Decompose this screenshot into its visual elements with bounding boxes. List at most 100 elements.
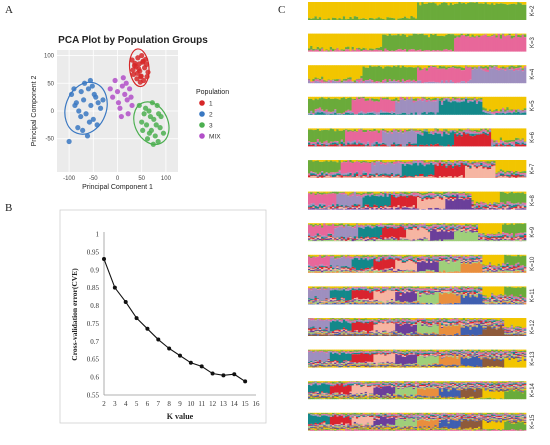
admixture-segment	[355, 33, 359, 49]
admixture-segment	[349, 258, 352, 268]
admixture-segment	[316, 18, 320, 20]
admixture-segment	[414, 50, 418, 52]
admixture-segment	[517, 202, 520, 204]
admixture-segment	[467, 197, 470, 199]
admixture-segment	[312, 113, 315, 115]
admixture-segment	[508, 4, 512, 20]
admixture-segment	[480, 66, 483, 68]
admixture-segment	[510, 65, 514, 68]
admixture-segment	[353, 140, 357, 143]
admixture-segment	[353, 100, 357, 115]
admixture-segment	[360, 239, 363, 242]
admixture-segment	[321, 270, 324, 273]
admixture-segment	[329, 49, 333, 52]
admixture-segment	[414, 100, 418, 102]
admixture-segment	[308, 113, 311, 115]
admixture-segment	[517, 140, 520, 143]
admixture-segment	[349, 207, 352, 210]
admixture-segment	[434, 132, 437, 145]
admixture-segment	[449, 160, 453, 162]
admixture-segment	[443, 227, 446, 230]
admixture-segment	[321, 236, 324, 239]
admixture-segment	[484, 205, 488, 207]
admixture-segment	[504, 142, 507, 144]
admixture-segment	[456, 162, 459, 164]
admixture-segment	[488, 240, 492, 242]
admixture-segment	[329, 193, 333, 206]
admixture-segment	[308, 206, 311, 208]
admixture-segment	[475, 229, 479, 231]
admixture-segment	[440, 104, 444, 115]
admixture-segment	[469, 223, 472, 224]
admixture-segment	[362, 270, 366, 273]
admixture-segment	[427, 131, 431, 134]
admixture-segment	[447, 99, 451, 102]
admixture-segment	[351, 238, 355, 242]
admixture-segment	[471, 162, 475, 164]
admixture-segment	[512, 35, 516, 38]
admixture-segment	[493, 205, 496, 207]
admixture-segment	[506, 140, 509, 143]
admixture-segment	[460, 232, 464, 242]
admixture-segment	[403, 229, 407, 238]
admixture-segment	[471, 228, 475, 230]
admixture-segment	[390, 160, 394, 162]
admixture-segment	[397, 102, 400, 115]
admixture-segment	[510, 203, 514, 205]
admixture-segment	[497, 176, 501, 177]
admixture-segment	[329, 191, 333, 193]
admixture-segment	[395, 130, 398, 132]
admixture-segment	[462, 230, 466, 242]
admixture-segment	[379, 195, 383, 206]
admixture-segment	[351, 143, 355, 145]
admixture-segment	[366, 269, 370, 270]
admixture-segment	[510, 206, 514, 208]
admixture-segment	[353, 240, 357, 241]
admixture-segment	[314, 237, 318, 240]
admixture-segment	[471, 160, 475, 162]
admixture-segment	[373, 111, 376, 114]
admixture-segment	[358, 19, 361, 20]
admixture-segment	[412, 98, 416, 101]
admixture-segment	[460, 197, 464, 199]
admixture-segment	[440, 68, 444, 81]
admixture-segment	[312, 207, 315, 210]
admixture-segment	[482, 66, 485, 69]
admixture-segment	[495, 33, 499, 36]
admixture-segment	[458, 223, 461, 225]
admixture-segment	[408, 49, 411, 52]
admixture-segment	[432, 145, 435, 147]
admixture-segment	[355, 194, 359, 197]
admixture-segment	[358, 225, 361, 226]
admixture-segment	[334, 141, 337, 143]
admixture-segment	[425, 224, 429, 227]
admixture-segment	[515, 34, 518, 52]
admixture-segment	[351, 99, 355, 113]
admixture-segment	[491, 65, 494, 68]
admixture-segment	[355, 173, 359, 177]
pca-legend-marker-1	[199, 100, 205, 106]
admixture-segment	[338, 226, 342, 238]
admixture-segment	[371, 82, 374, 84]
admixture-segment	[364, 175, 368, 177]
admixture-segment	[475, 165, 479, 167]
admixture-segment	[384, 129, 387, 131]
admixture-segment	[310, 192, 313, 195]
admixture-segment	[390, 111, 394, 114]
admixture-segment	[430, 194, 433, 197]
admixture-segment	[517, 128, 520, 139]
admixture-segment	[327, 225, 331, 234]
admixture-segment	[478, 133, 481, 135]
admixture-segment	[464, 2, 468, 5]
admixture-segment	[310, 129, 313, 143]
cv-x-tick-label: 6	[146, 400, 150, 408]
admixture-segment	[318, 2, 322, 18]
admixture-segment	[519, 140, 522, 142]
admixture-segment	[414, 132, 418, 144]
admixture-segment	[486, 161, 490, 164]
admixture-segment	[458, 33, 461, 36]
admixture-segment	[340, 194, 344, 206]
admixture-segment	[321, 171, 324, 172]
admixture-segment	[382, 239, 385, 241]
admixture-segment	[440, 50, 444, 52]
